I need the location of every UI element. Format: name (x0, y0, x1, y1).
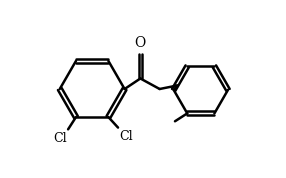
Text: Cl: Cl (53, 132, 67, 145)
Text: O: O (135, 36, 146, 50)
Text: Cl: Cl (119, 130, 132, 143)
